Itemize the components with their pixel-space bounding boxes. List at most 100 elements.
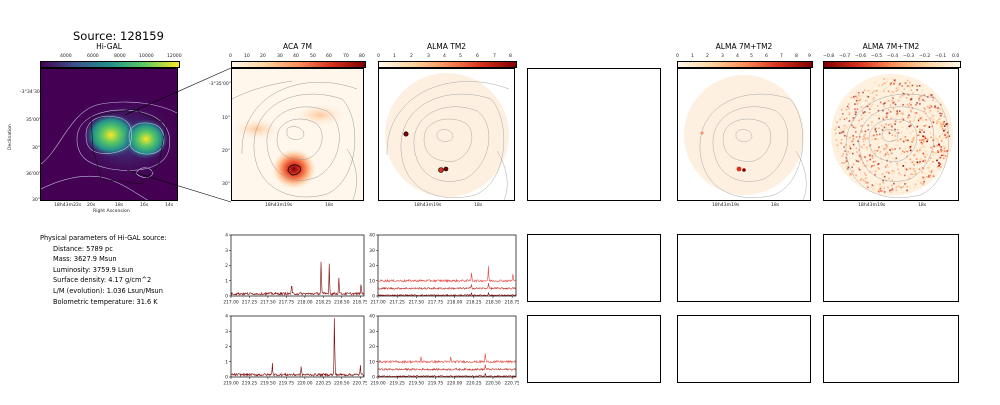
alpha-pixel <box>919 139 921 141</box>
y-tick-label: 40 <box>369 314 375 320</box>
alpha-pixel <box>943 120 945 123</box>
alpha-pixel <box>887 129 889 131</box>
cbar-tick: 6000 <box>87 54 99 59</box>
alpha-pixel <box>925 112 927 115</box>
alpha-pixel <box>910 124 912 127</box>
alpha-pixel <box>932 139 934 142</box>
alpha-pixel <box>902 111 905 113</box>
alpha-pixel <box>873 99 875 101</box>
x-tick-label: 220.75 <box>504 381 519 387</box>
alpha-pixel <box>903 151 906 153</box>
alpha-pixel <box>850 173 852 176</box>
alpha-pixel <box>892 157 894 159</box>
alpha-pixel <box>939 166 942 168</box>
alpha-pixel <box>850 96 853 99</box>
alpha-pixel <box>885 81 888 83</box>
cbar-tick: 60 <box>326 54 332 59</box>
alpha-pixel <box>860 146 863 148</box>
alpha-pixel <box>913 116 916 119</box>
alpha-pixel <box>878 117 880 120</box>
alpha-pixel <box>884 102 886 104</box>
alpha-pixel <box>932 133 935 136</box>
alpha-pixel <box>906 150 909 153</box>
alpha-pixel <box>847 150 849 153</box>
alpha-pixel <box>859 99 861 102</box>
alpha-pixel <box>899 82 901 85</box>
alpha-pixel <box>848 113 851 116</box>
alpha-pixel <box>919 131 921 133</box>
alpha-pixel <box>858 149 860 151</box>
cbar-tick: −0.6 <box>855 54 867 59</box>
alpha-pixel <box>923 125 925 127</box>
alpha-pixel <box>891 99 894 102</box>
alpha-pixel <box>923 110 926 112</box>
alpha-pixel <box>890 152 893 154</box>
alpha-pixel <box>924 161 926 163</box>
alpha-pixel <box>894 159 896 161</box>
spectrum-line <box>377 292 517 297</box>
alpha-pixel <box>910 144 913 146</box>
alpha-pixel <box>911 130 914 132</box>
alpha-pixel <box>885 147 887 150</box>
y-tick-label: 3 <box>225 329 228 335</box>
alpha-pixel <box>934 106 936 109</box>
cbar-tick: 9 <box>808 54 811 59</box>
alpha-pixel <box>874 138 877 141</box>
y-tick-label: 40 <box>369 233 375 239</box>
higal-ytick: -3°34'30" <box>20 90 42 95</box>
alpha-pixel <box>910 98 912 101</box>
y-tick-label: 10 <box>369 359 375 365</box>
alpha-pixel <box>917 151 920 153</box>
alpha-pixel <box>913 169 915 171</box>
alpha-pixel <box>905 83 908 86</box>
alpha-pixel <box>909 102 911 105</box>
alpha-pixel <box>939 121 941 123</box>
param-tbol: Bolometric temperature: 31.6 K <box>53 297 158 306</box>
alpha-pixel <box>853 95 855 98</box>
alpha-pixel <box>943 125 946 127</box>
x-tick-label: 217.00 <box>223 300 239 306</box>
alpha-pixel <box>834 132 837 135</box>
x-tick-label: 218.00 <box>447 300 463 306</box>
alpha-pixel <box>874 172 877 174</box>
alpha-pixel <box>842 113 844 115</box>
alpha-pixel <box>936 120 938 122</box>
alpha-pixel <box>903 88 906 91</box>
alpha-pixel <box>849 147 852 150</box>
alpha-pixel <box>944 128 947 131</box>
alpha-pixel <box>892 97 894 99</box>
cbar-tick: 8 <box>509 54 512 59</box>
alpha-pixel <box>873 149 876 152</box>
x-tick-label: 219.75 <box>279 381 295 387</box>
alpha-pixel <box>914 170 916 172</box>
alpha-pixel <box>850 140 853 143</box>
alpha-pixel <box>928 170 930 173</box>
alpha-pixel <box>911 86 914 88</box>
alpha-pixel <box>897 114 899 117</box>
x-tick-label: 217.00 <box>370 300 386 306</box>
alpha-pixel <box>904 136 907 138</box>
spectrum-line <box>230 261 365 296</box>
alpha-pixel <box>938 162 940 164</box>
alpha-pixel <box>855 136 858 138</box>
alpha-pixel <box>870 156 873 158</box>
plot-area <box>377 234 517 297</box>
almatm2-xtick: 18h43m19s <box>414 203 442 208</box>
alpha-pixel <box>883 78 885 80</box>
alpha-pixel <box>941 137 944 140</box>
cbar-tick: 80 <box>359 54 365 59</box>
alpha-pixel <box>895 157 898 160</box>
alpha-pixel <box>935 101 937 103</box>
alpha-pixel <box>918 119 920 122</box>
alpha-pixel <box>845 157 847 159</box>
alpha-pixel <box>889 192 892 194</box>
y-tick-label: 0 <box>225 375 228 381</box>
alpha-pixel <box>849 143 851 146</box>
alpha-pixel <box>910 104 912 106</box>
alpha-pixel <box>889 99 892 102</box>
alpha-pixel <box>894 103 897 106</box>
alpha-pixel <box>881 116 884 118</box>
y-tick-label: 4 <box>225 314 228 320</box>
alpha-pixel <box>893 170 895 172</box>
alpha-pixel <box>930 171 933 173</box>
